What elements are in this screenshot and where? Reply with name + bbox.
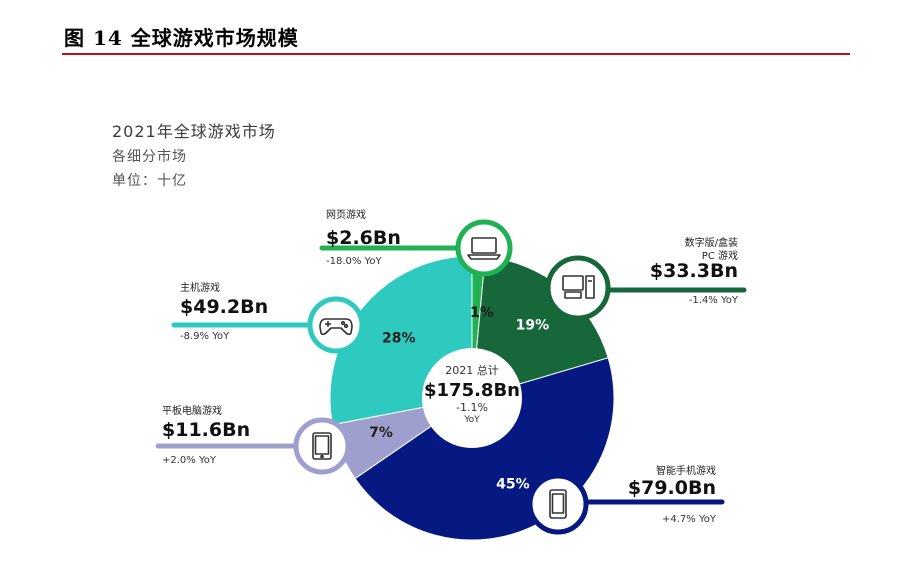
pc-monitor — [562, 275, 584, 291]
segment-value: $33.3Bn — [650, 260, 738, 282]
pc-tower — [585, 275, 595, 299]
gamepad-icon — [319, 318, 353, 336]
center-yoy-value: -1.1% — [456, 401, 488, 414]
donut-hole — [422, 348, 522, 448]
laptop-icon — [467, 237, 501, 260]
callout-laptop: 网页游戏 $2.6Bn -18.0% YoY — [319, 208, 513, 277]
segment-yoy: -8.9% YoY — [180, 331, 230, 342]
phone-body — [549, 489, 567, 519]
tablet-body — [312, 432, 332, 460]
segment-value: $79.0Bn — [628, 477, 716, 499]
center-total-value: $175.8Bn — [424, 380, 520, 401]
slice-percent-label: 19% — [516, 318, 550, 334]
segment-name: 数字版/盒装 — [685, 236, 738, 249]
segment-value: $49.2Bn — [180, 296, 268, 318]
icon-ring — [527, 473, 589, 535]
segment-yoy: -1.4% YoY — [689, 295, 739, 306]
tablet-icon — [312, 432, 332, 460]
laptop-base — [467, 254, 501, 260]
button-b — [343, 323, 349, 329]
desktop-pc-icon — [562, 275, 595, 299]
segment-yoy: +4.7% YoY — [662, 514, 717, 525]
segment-name: 智能手机游戏 — [656, 464, 716, 477]
icon-ring — [293, 417, 351, 475]
icon-ring — [307, 296, 365, 354]
segment-name: 平板电脑游戏 — [162, 404, 222, 417]
callout-tablet: 平板电脑游戏 $11.6Bn +2.0% YoY — [155, 404, 351, 475]
caption-rule — [62, 53, 850, 55]
chart-unit: 单位：十亿 — [112, 173, 187, 189]
gamepad-body — [319, 318, 353, 336]
center-total-label: 2021 总计 — [445, 363, 499, 377]
slice-percent-label: 28% — [382, 330, 416, 346]
callout-smartphone: 智能手机游戏$79.0Bn +4.7% YoY — [527, 464, 725, 535]
icon-ring — [455, 219, 513, 277]
pc-keyboard — [564, 291, 582, 299]
figure-caption: 图 14 全球游戏市场规模 — [64, 26, 299, 50]
segment-name: 网页游戏 — [326, 208, 366, 221]
segment-name: 主机游戏 — [180, 281, 220, 294]
chart-subtitle: 各细分市场 — [112, 149, 187, 165]
tablet-screen — [314, 435, 330, 455]
callout-gamepad: 主机游戏 $49.2Bn -8.9% YoY — [171, 281, 365, 354]
tablet-home — [320, 454, 324, 459]
segment-value: $11.6Bn — [162, 419, 250, 441]
slice-percent-label: 1% — [470, 305, 494, 321]
segment-yoy: +2.0% YoY — [162, 455, 217, 466]
smartphone-icon — [549, 489, 567, 519]
segment-value: $2.6Bn — [326, 227, 401, 249]
icon-ring — [545, 255, 611, 321]
laptop-screen — [471, 237, 497, 254]
center-yoy-label: YoY — [463, 415, 480, 425]
button-a — [340, 320, 346, 326]
slice-percent-label: 7% — [369, 425, 393, 441]
phone-screen — [551, 493, 565, 514]
slice-percent-label: 45% — [496, 477, 530, 493]
segment-name: PC 游戏 — [702, 249, 738, 262]
segment-yoy: -18.0% YoY — [326, 256, 382, 267]
chart-title: 2021年全球游戏市场 — [112, 122, 276, 141]
